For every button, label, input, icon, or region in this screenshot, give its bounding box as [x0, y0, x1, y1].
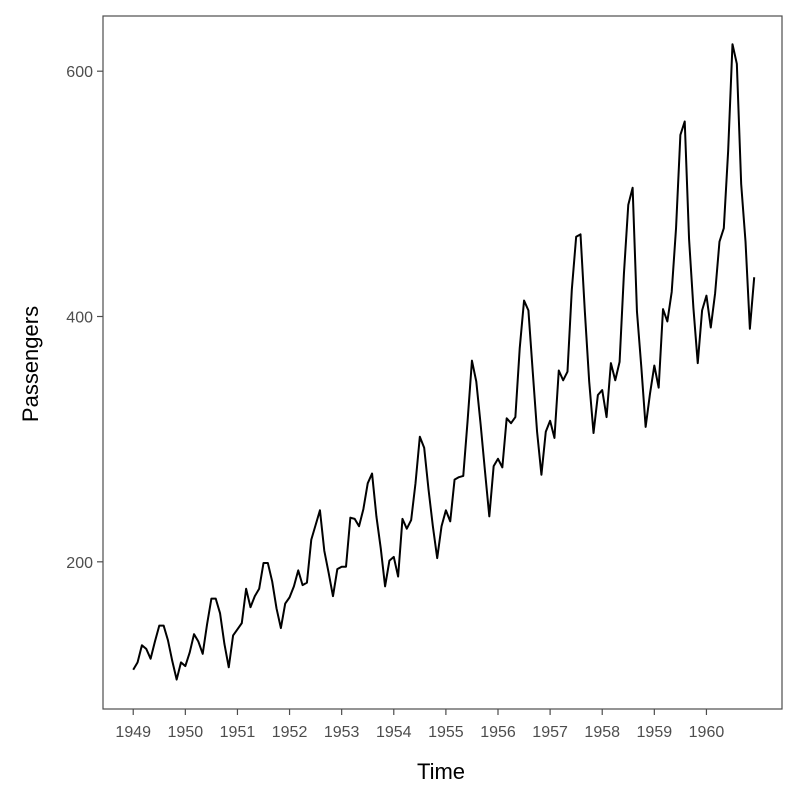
- y-tick-label: 600: [66, 64, 93, 81]
- x-tick-label: 1952: [272, 724, 308, 741]
- y-axis-title: Passengers: [18, 306, 43, 422]
- x-tick-label: 1960: [689, 724, 725, 741]
- x-axis: 1949 1950 1951 1952 1953 1954 1955 1956 1957 1958…: [115, 709, 724, 741]
- plot-panel-border: [102, 15, 783, 710]
- x-tick-label: 1956: [480, 724, 516, 741]
- x-tick-label: 1959: [637, 724, 673, 741]
- x-tick-label: 1955: [428, 724, 464, 741]
- series-line-0: [132, 43, 756, 681]
- x-tick-label: 1949: [115, 724, 151, 741]
- x-tick-label: 1954: [376, 724, 412, 741]
- plot-content: [132, 43, 756, 681]
- x-tick-label: 1951: [220, 724, 256, 741]
- y-axis: 200 400 600: [66, 64, 103, 572]
- x-tick-label: 1957: [532, 724, 568, 741]
- x-tick-label: 1953: [324, 724, 360, 741]
- x-axis-title: Time: [417, 759, 465, 784]
- x-tick-label: 1958: [584, 724, 620, 741]
- x-tick-label: 1950: [168, 724, 204, 741]
- y-tick-label: 400: [66, 310, 93, 327]
- y-tick-label: 200: [66, 555, 93, 572]
